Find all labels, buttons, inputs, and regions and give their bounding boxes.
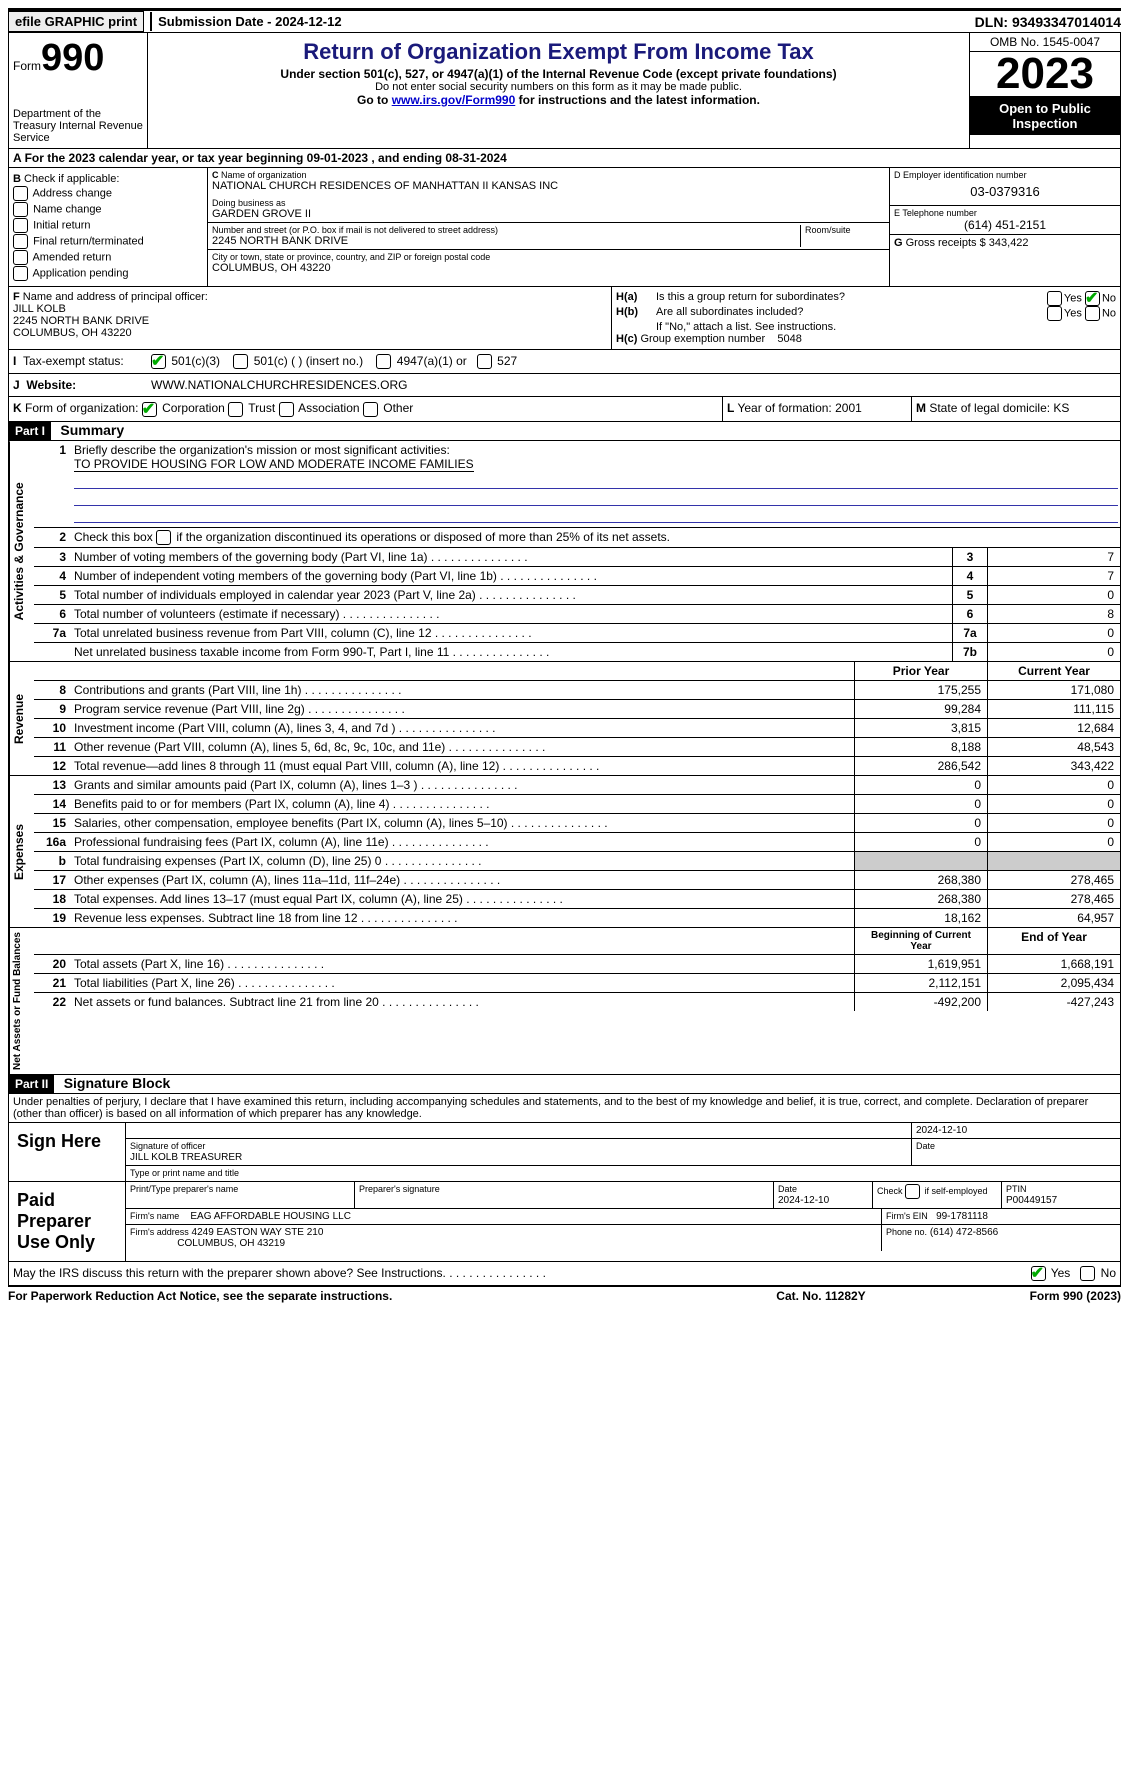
checkbox-address-change[interactable] (13, 186, 28, 201)
form-instructions-link-row: Go to www.irs.gov/Form990 for instructio… (152, 93, 965, 107)
row-klm: K Form of organization: Corporation Trus… (8, 397, 1121, 421)
col-right: D Employer identification number 03-0379… (889, 168, 1120, 286)
firm-phone: (614) 472-8566 (930, 1227, 998, 1238)
vlabel-revenue: Revenue (9, 662, 34, 775)
telephone: (614) 451-2151 (894, 218, 1116, 232)
checkbox-hb-yes[interactable] (1047, 306, 1062, 321)
part1-netassets: Net Assets or Fund Balances Beginning of… (8, 928, 1121, 1075)
vlabel-expenses: Expenses (9, 776, 34, 927)
officer-signature: JILL KOLB TREASURER (130, 1152, 242, 1163)
signature-block: Sign Here 2024-12-10 Signature of office… (8, 1123, 1121, 1262)
checkbox-app-pending[interactable] (13, 266, 28, 281)
header-block: B Check if applicable: Address change Na… (8, 168, 1121, 287)
checkbox-discuss-no[interactable] (1080, 1266, 1095, 1281)
org-city: COLUMBUS, OH 43220 (212, 262, 885, 274)
page-footer: For Paperwork Reduction Act Notice, see … (8, 1286, 1121, 1305)
paid-preparer-label: Paid Preparer Use Only (9, 1182, 126, 1261)
part2-header: Part II (9, 1075, 54, 1093)
officer-name: JILL KOLB (13, 303, 66, 315)
checkbox-corp[interactable] (142, 402, 157, 417)
checkbox-self-employed[interactable] (905, 1184, 920, 1199)
checkbox-ha-no[interactable] (1085, 291, 1100, 306)
vlabel-governance: Activities & Governance (9, 441, 34, 661)
part1-title: Summary (54, 420, 130, 440)
dept-treasury: Department of the Treasury Internal Reve… (13, 108, 143, 144)
topbar: efile GRAPHIC print Submission Date - 20… (8, 8, 1121, 32)
form-subtitle-2: Do not enter social security numbers on … (152, 81, 965, 93)
form-label: Form (13, 59, 41, 73)
perjury-declaration: Under penalties of perjury, I declare th… (8, 1094, 1121, 1123)
form-title: Return of Organization Exempt From Incom… (152, 39, 965, 65)
part1-expenses: Expenses 13Grants and similar amounts pa… (8, 776, 1121, 928)
group-exemption: 5048 (777, 333, 801, 345)
org-address: 2245 NORTH BANK DRIVE (212, 235, 800, 247)
irs-link[interactable]: www.irs.gov/Form990 (392, 93, 516, 107)
checkbox-discontinued[interactable] (156, 530, 171, 545)
mission: TO PROVIDE HOUSING FOR LOW AND MODERATE … (74, 457, 474, 472)
checkbox-initial-return[interactable] (13, 218, 28, 233)
checkbox-assoc[interactable] (279, 402, 294, 417)
checkbox-name-change[interactable] (13, 202, 28, 217)
row-i: I Tax-exempt status: 501(c)(3) 501(c) ( … (8, 350, 1121, 374)
year-formation: 2001 (835, 401, 862, 415)
part1-governance: Activities & Governance 1 Briefly descri… (8, 441, 1121, 662)
state-domicile: KS (1053, 401, 1069, 415)
checkbox-amended[interactable] (13, 250, 28, 265)
tax-year: 2023 (970, 52, 1120, 97)
checkbox-hb-no[interactable] (1085, 306, 1100, 321)
checkbox-final-return[interactable] (13, 234, 28, 249)
part2-title: Signature Block (58, 1073, 177, 1093)
part1-header: Part I (9, 422, 51, 440)
firm-address: 4249 EASTON WAY STE 210 (192, 1227, 324, 1238)
checkbox-discuss-yes[interactable] (1031, 1266, 1046, 1281)
discuss-row: May the IRS discuss this return with the… (8, 1262, 1121, 1286)
checkbox-501c[interactable] (233, 354, 248, 369)
checkbox-527[interactable] (477, 354, 492, 369)
checkbox-other[interactable] (363, 402, 378, 417)
website: WWW.NATIONALCHURCHRESIDENCES.ORG (147, 374, 1120, 396)
form-subtitle-1: Under section 501(c), 527, or 4947(a)(1)… (152, 67, 965, 81)
ptin: P00449157 (1006, 1195, 1057, 1206)
open-to-public: Open to Public Inspection (970, 97, 1120, 135)
ein: 03-0379316 (894, 180, 1116, 203)
dba-name: GARDEN GROVE II (212, 208, 885, 220)
checkbox-501c3[interactable] (151, 354, 166, 369)
submission-date: Submission Date - 2024-12-12 (150, 12, 348, 31)
sign-here-label: Sign Here (9, 1123, 126, 1181)
firm-name: EAG AFFORDABLE HOUSING LLC (190, 1211, 351, 1222)
firm-ein: 99-1781118 (936, 1211, 988, 1222)
col-c-org-info: C Name of organization NATIONAL CHURCH R… (208, 168, 889, 286)
dln: DLN: 93493347014014 (975, 14, 1121, 30)
row-j: J Website: WWW.NATIONALCHURCHRESIDENCES.… (8, 374, 1121, 397)
gross-receipts: 343,422 (989, 237, 1029, 249)
row-f-h: F Name and address of principal officer:… (8, 287, 1121, 350)
part1-revenue: Revenue Prior Year Current Year 8Contrib… (8, 662, 1121, 776)
checkbox-trust[interactable] (228, 402, 243, 417)
efile-print-button[interactable]: efile GRAPHIC print (8, 11, 144, 32)
col-b-checkboxes: B Check if applicable: Address change Na… (9, 168, 208, 286)
line-a-tax-year: A For the 2023 calendar year, or tax yea… (8, 149, 1121, 168)
form-header: Form990 Department of the Treasury Inter… (8, 32, 1121, 149)
checkbox-4947[interactable] (376, 354, 391, 369)
checkbox-ha-yes[interactable] (1047, 291, 1062, 306)
org-name: NATIONAL CHURCH RESIDENCES OF MANHATTAN … (212, 180, 885, 192)
form-number: 990 (41, 37, 104, 79)
vlabel-netassets: Net Assets or Fund Balances (9, 928, 34, 1074)
